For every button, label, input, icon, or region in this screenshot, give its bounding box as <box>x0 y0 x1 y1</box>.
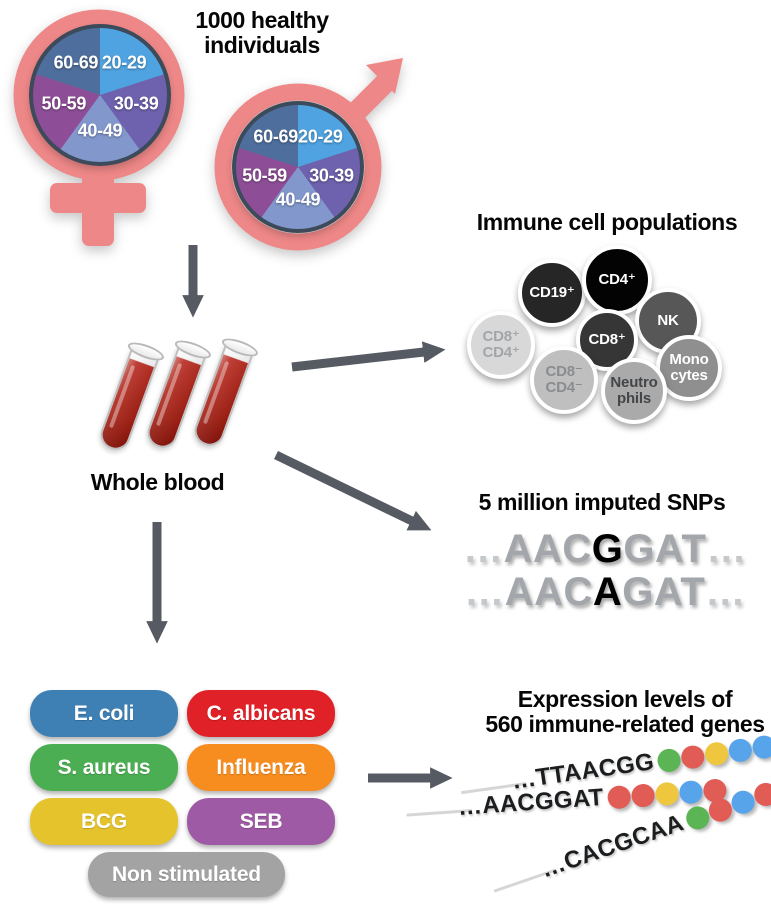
stimulus-pill: BCG <box>30 798 178 845</box>
immune-cell-circle: Mono cytes <box>656 335 722 401</box>
immune-cell-circle: CD19⁺ <box>518 259 586 327</box>
age-group-label: 30-39 <box>309 165 354 186</box>
snps-title: 5 million imputed SNPs <box>478 489 726 515</box>
arrow-blood-to-snps <box>274 450 432 531</box>
age-group-label: 40-49 <box>77 120 123 141</box>
age-group-label: 40-49 <box>275 189 321 210</box>
male-age-pie-chart: 20-29 30-39 40-49 50-59 60-69 <box>232 101 364 233</box>
expression-dot-green <box>656 746 683 773</box>
snp-sequence-segment: AAC <box>503 527 592 571</box>
stimulus-pill: Non stimulated <box>88 852 285 897</box>
age-group-label: 50-59 <box>41 93 87 114</box>
expression-dot-red <box>680 743 706 770</box>
age-group-label: 60-69 <box>53 52 99 73</box>
age-group-label: 50-59 <box>242 165 287 186</box>
snp-sequence-segment: AAC <box>504 570 593 614</box>
immune-cells-title: Immune cell populations <box>476 209 738 235</box>
cohort-title: 1000 healthy individuals <box>195 7 329 59</box>
expression-dot-blue <box>678 779 704 804</box>
immune-cell-circle: CD4⁺ <box>582 245 652 315</box>
snp-sequence-segment: GAT <box>623 527 707 571</box>
snp-sequence-segment: … <box>705 570 746 614</box>
snp-sequence-line: …AACGGAT… <box>440 528 770 571</box>
expression-dot-blue <box>751 733 771 760</box>
whole-blood-label: Whole blood <box>90 469 225 495</box>
immune-cell-circle: CD8⁺ CD4⁺ <box>467 311 535 379</box>
expression-dot-blue <box>727 736 754 763</box>
snp-sequence-segment: … <box>706 527 747 571</box>
expression-dot-red <box>630 782 656 808</box>
expression-title: Expression levels of 560 immune-related … <box>485 686 765 738</box>
snp-sequence-segment: … <box>464 570 505 614</box>
immune-cell-circle: CD8⁻ CD4⁻ <box>530 346 598 414</box>
stimulus-pill: Influenza <box>187 744 335 791</box>
snp-sequences: …AACGGAT… …AACAGAT… <box>440 528 770 614</box>
age-group-label: 60-69 <box>253 126 298 147</box>
age-group-label: 30-39 <box>113 93 159 114</box>
snp-sequence-line: …AACAGAT… <box>440 571 770 614</box>
immune-cell-circle: Neutro phils <box>601 358 667 424</box>
stimulus-pill: C. albicans <box>187 690 335 737</box>
snp-sequence-segment: … <box>463 527 504 571</box>
stimulus-pill: E. coli <box>30 690 178 737</box>
gene-sequence-text: …CACGCAA <box>537 809 688 884</box>
snp-variant-allele: A <box>592 570 623 614</box>
expression-dot-yellow <box>703 740 730 767</box>
expression-dot-red <box>606 784 632 810</box>
stimulus-pill: S. aureus <box>30 744 178 791</box>
snp-variant-allele: G <box>591 527 624 571</box>
arrow-blood-to-cells <box>291 341 446 372</box>
age-group-label: 20-29 <box>298 126 343 147</box>
snp-sequence-segment: GAT <box>622 570 706 614</box>
stimulus-pill: SEB <box>187 798 335 845</box>
age-group-label: 20-29 <box>101 52 147 73</box>
expression-dot-yellow <box>654 781 680 806</box>
female-age-pie-chart: 20-29 30-39 40-49 50-59 60-69 <box>29 24 171 166</box>
